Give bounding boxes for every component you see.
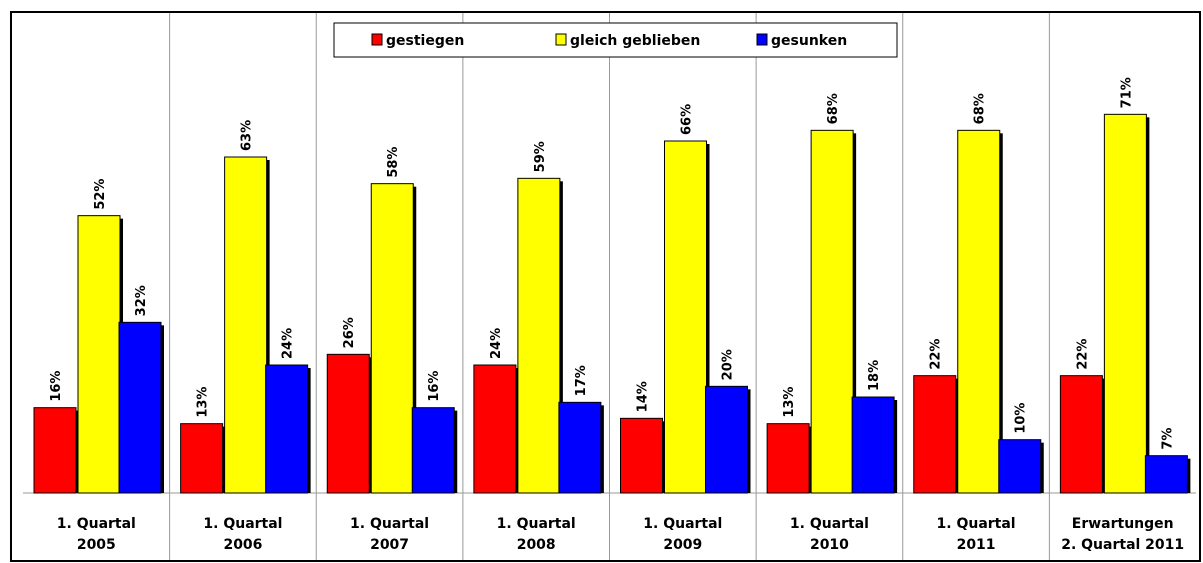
value-label: 24% [281, 328, 296, 359]
value-label: 68% [826, 93, 841, 124]
x-tick-label: 2011 [957, 537, 996, 553]
bar [766, 423, 810, 494]
bar [957, 129, 1001, 494]
x-tick-label: 1. Quartal [350, 516, 429, 532]
value-label: 16% [427, 371, 442, 402]
bar [558, 401, 602, 494]
bar [77, 215, 121, 494]
value-label: 66% [680, 104, 695, 135]
bar [851, 396, 895, 494]
legend-swatch [756, 33, 768, 46]
bar [1103, 113, 1147, 494]
bar [265, 364, 309, 494]
x-tick-label: 1. Quartal [203, 516, 282, 532]
bar [411, 407, 455, 494]
bar [118, 321, 162, 494]
value-label: 24% [489, 328, 504, 359]
legend-swatch [371, 33, 383, 46]
bar [370, 183, 414, 494]
legend-label: gesunken [771, 33, 847, 49]
bar [705, 385, 748, 494]
x-tick-label: 1. Quartal [57, 516, 136, 532]
bar [998, 439, 1042, 494]
bar [810, 129, 854, 494]
value-label: 22% [929, 339, 944, 370]
legend-label: gleich geblieben [570, 33, 700, 49]
bar [1059, 375, 1103, 494]
bar [1144, 455, 1188, 494]
x-tick-label: 2007 [370, 537, 409, 553]
value-label: 13% [782, 387, 797, 418]
value-label: 16% [49, 371, 64, 402]
x-tick-label: 2005 [77, 537, 116, 553]
value-label: 52% [93, 179, 108, 210]
bar [180, 423, 224, 494]
bar [620, 417, 663, 494]
value-label: 10% [1014, 403, 1029, 434]
bar [913, 375, 957, 494]
value-label: 20% [721, 349, 736, 380]
legend-swatch [555, 33, 567, 46]
legend-label: gestiegen [386, 33, 464, 49]
value-label: 14% [636, 381, 651, 412]
x-tick-label: 2010 [810, 537, 849, 553]
bar [473, 364, 517, 494]
value-label: 71% [1119, 77, 1134, 108]
bar [224, 156, 268, 494]
x-tick-label: 1. Quartal [937, 516, 1016, 532]
value-label: 22% [1075, 339, 1090, 370]
x-tick-label: 2. Quartal 2011 [1061, 537, 1184, 553]
value-label: 18% [867, 360, 882, 391]
value-label: 63% [240, 120, 255, 151]
x-tick-label: 1. Quartal [790, 516, 869, 532]
value-label: 26% [342, 317, 357, 348]
value-label: 68% [973, 93, 988, 124]
legend-box [333, 22, 898, 58]
x-tick-label: 1. Quartal [497, 516, 576, 532]
value-label: 7% [1160, 428, 1175, 450]
x-tick-label: 2009 [663, 537, 702, 553]
bar [326, 353, 370, 494]
x-tick-label: 2006 [223, 537, 262, 553]
x-tick-label: 2008 [517, 537, 556, 553]
x-tick-label: Erwartungen [1072, 516, 1174, 532]
bar [664, 140, 707, 494]
bar [517, 177, 561, 494]
value-label: 58% [386, 147, 401, 178]
bar [33, 407, 77, 494]
value-label: 17% [574, 365, 589, 396]
value-label: 32% [134, 285, 149, 316]
x-tick-label: 1. Quartal [643, 516, 722, 532]
value-label: 13% [196, 387, 211, 418]
value-label: 59% [533, 141, 548, 172]
